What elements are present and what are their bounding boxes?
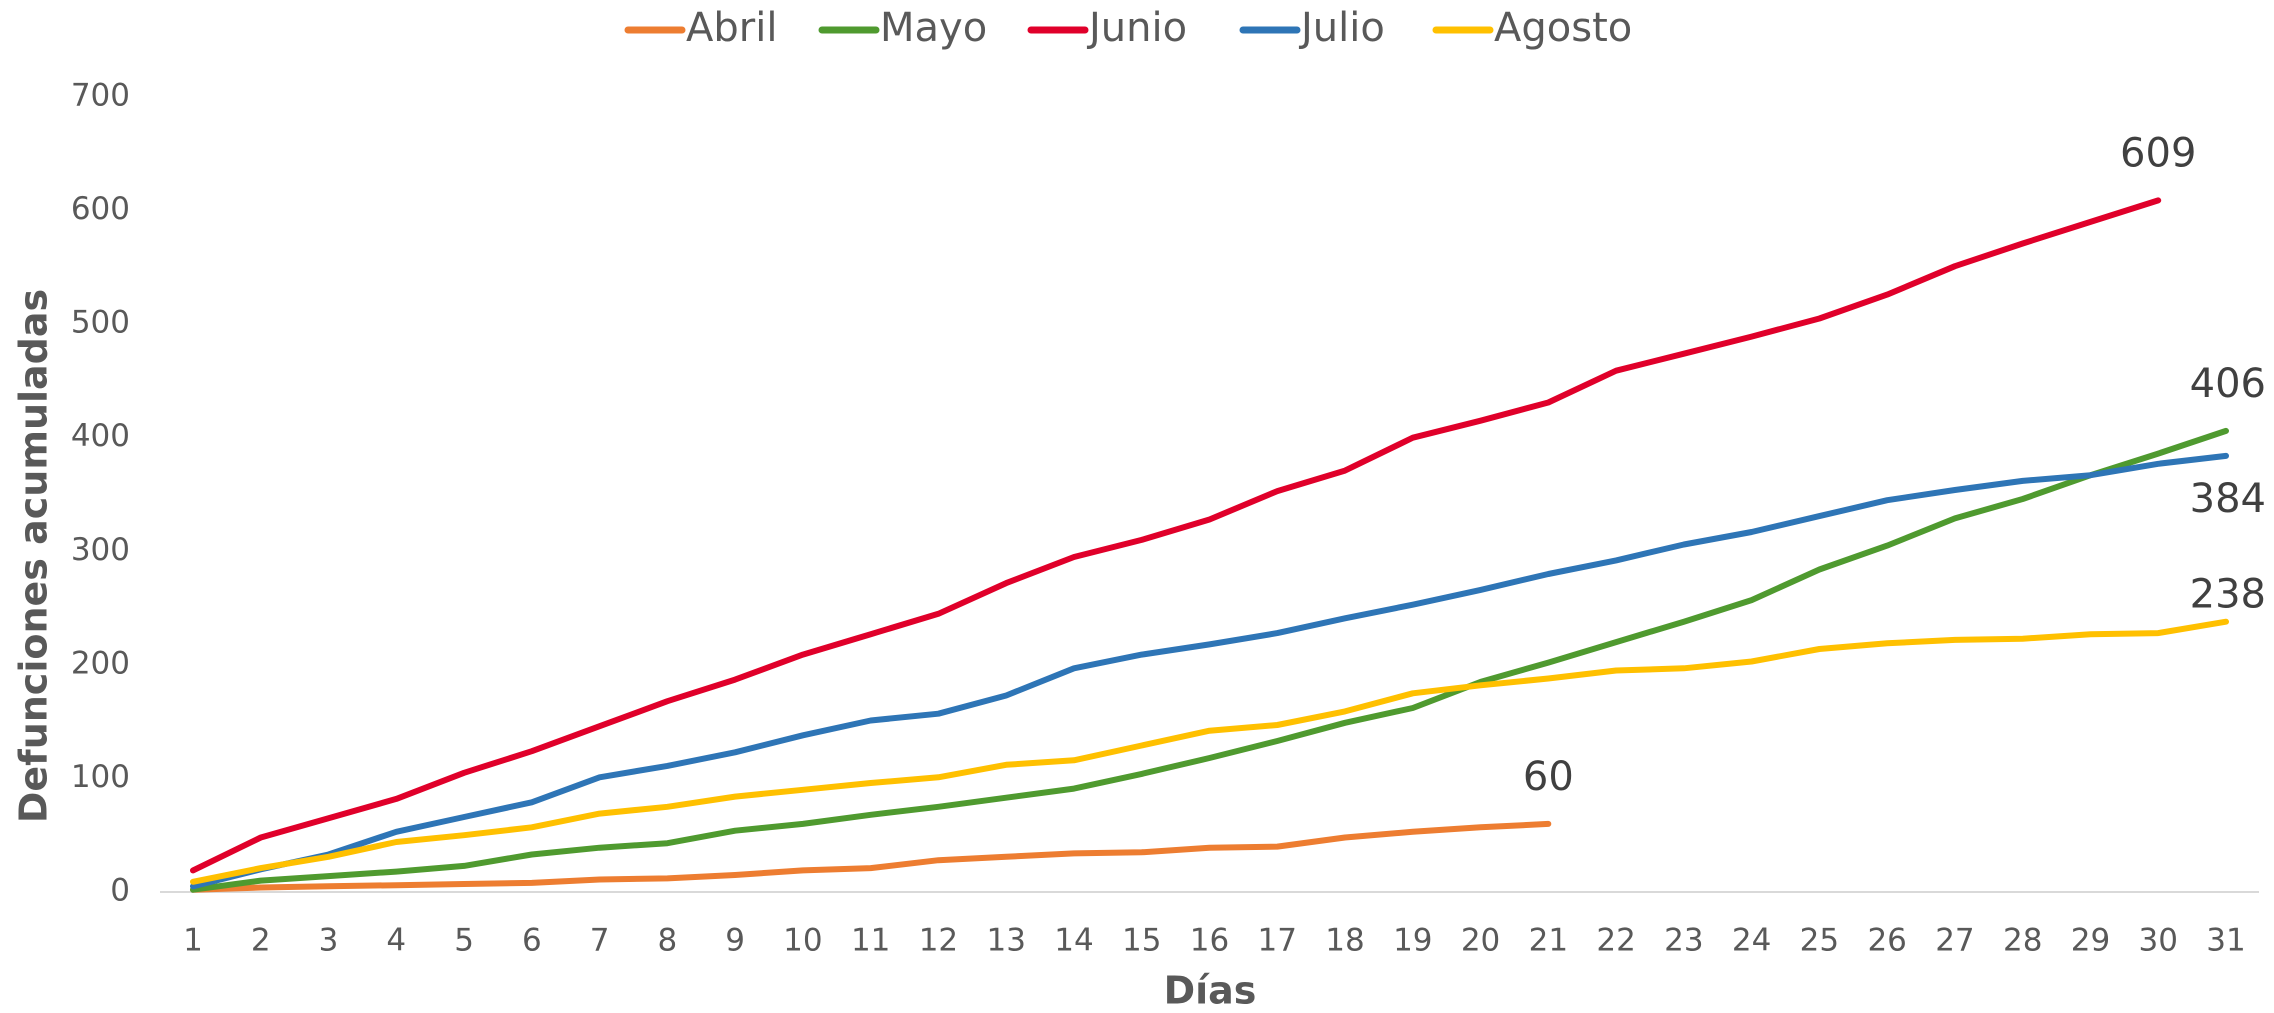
x-tick-label: 10 [783, 923, 822, 959]
y-tick-label: 500 [71, 305, 130, 341]
x-tick-label: 19 [1393, 923, 1432, 959]
x-tick-label: 25 [1800, 923, 1839, 959]
y-tick-label: 300 [71, 532, 130, 568]
series-line [190, 618, 2229, 885]
x-tick-label: 22 [1596, 923, 1635, 959]
x-tick-label: 16 [1190, 923, 1229, 959]
data-label: 60 [1523, 754, 1574, 800]
x-tick-label: 24 [1732, 923, 1771, 959]
legend-label: Mayo [880, 5, 987, 51]
series-line [190, 197, 2162, 874]
x-tick-label: 15 [1122, 923, 1161, 959]
x-tick-label: 1 [183, 923, 203, 959]
x-tick-label: 3 [319, 923, 339, 959]
y-tick-label: 200 [71, 645, 130, 681]
x-tick-label: 8 [657, 923, 677, 959]
data-label: 406 [2190, 361, 2266, 407]
y-tick-label: 600 [71, 191, 130, 227]
y-tick-label: 0 [110, 873, 130, 909]
y-tick-label: 700 [71, 78, 130, 114]
series-line [190, 820, 1552, 893]
x-tick-label: 13 [986, 923, 1025, 959]
x-tick-label: 28 [2003, 923, 2042, 959]
legend-label: Junio [1086, 5, 1187, 51]
legend-label: Agosto [1494, 5, 1632, 51]
x-tick-label: 21 [1529, 923, 1568, 959]
legend-label: Julio [1298, 5, 1385, 51]
x-tick-label: 20 [1461, 923, 1500, 959]
x-tick-label: 14 [1054, 923, 1093, 959]
x-tick-label: 23 [1664, 923, 1703, 959]
x-tick-label: 31 [2206, 923, 2245, 959]
x-tick-label: 7 [590, 923, 610, 959]
x-tick-label: 9 [725, 923, 745, 959]
y-tick-label: 400 [71, 418, 130, 454]
y-tick-label: 100 [71, 759, 130, 795]
x-tick-label: 6 [522, 923, 542, 959]
x-tick-label: 4 [386, 923, 406, 959]
y-axis-title: Defunciones acumuladas [12, 289, 56, 823]
x-tick-label: 2 [251, 923, 271, 959]
x-axis-title: Días [1164, 969, 1257, 1013]
data-label: 384 [2190, 476, 2266, 522]
x-tick-label: 11 [851, 923, 890, 959]
x-tick-label: 12 [919, 923, 958, 959]
data-label: 238 [2190, 572, 2266, 618]
x-tick-label: 27 [1935, 923, 1974, 959]
x-tick-label: 26 [1867, 923, 1906, 959]
legend-label: Abril [686, 5, 777, 51]
series-line [190, 452, 2229, 890]
data-label: 609 [2120, 130, 2196, 176]
x-tick-label: 5 [454, 923, 474, 959]
x-tick-label: 18 [1325, 923, 1364, 959]
x-tick-label: 30 [2139, 923, 2178, 959]
x-tick-label: 17 [1258, 923, 1297, 959]
series-line [190, 427, 2229, 893]
x-tick-label: 29 [2071, 923, 2110, 959]
